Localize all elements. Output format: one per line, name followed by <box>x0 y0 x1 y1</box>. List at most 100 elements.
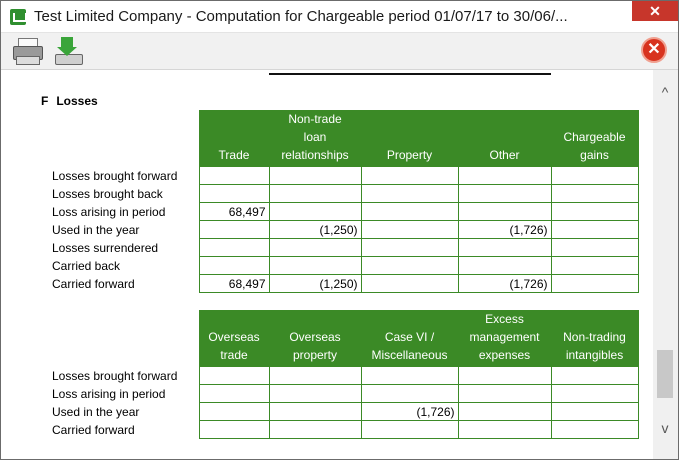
value-cell[interactable] <box>550 402 639 421</box>
window-title: Test Limited Company - Computation for C… <box>34 8 568 25</box>
value-cell[interactable] <box>550 184 639 203</box>
row-label: Used in the year <box>52 222 140 237</box>
row-label: Carried forward <box>52 422 135 437</box>
value-cell[interactable] <box>457 420 552 439</box>
value-cell[interactable]: (1,726) <box>360 402 459 421</box>
table-row: Used in the year (1,726) <box>52 402 639 421</box>
value-cell[interactable] <box>550 366 639 385</box>
value-cell[interactable] <box>360 166 459 185</box>
table-header-row: Trade Non-trade loan relationships Propert… <box>52 110 639 167</box>
value-cell[interactable] <box>198 166 270 185</box>
scroll-thumb[interactable] <box>657 350 673 398</box>
table-row: Carried back <box>52 256 639 275</box>
value-cell[interactable] <box>198 220 270 239</box>
exit-x-icon: ✕ <box>647 41 661 58</box>
scroll-up-icon[interactable]: ^ <box>661 84 669 100</box>
value-cell[interactable] <box>457 256 552 275</box>
header-blank <box>52 310 199 367</box>
value-cell[interactable] <box>268 366 362 385</box>
value-cell[interactable] <box>198 238 270 257</box>
value-cell[interactable]: 68,497 <box>198 202 270 221</box>
column-header: Property <box>360 110 459 167</box>
value-cell[interactable] <box>198 420 270 439</box>
scroll-down-icon[interactable]: v <box>661 420 669 436</box>
value-cell[interactable] <box>268 420 362 439</box>
column-header: Other <box>457 110 552 167</box>
value-cell[interactable] <box>550 420 639 439</box>
vertical-scrollbar[interactable]: ^ v <box>653 70 678 459</box>
row-label: Loss arising in period <box>52 386 166 401</box>
value-cell[interactable] <box>198 184 270 203</box>
value-cell[interactable] <box>268 202 362 221</box>
other-losses-table: Overseas trade Overseas property Case VI /… <box>52 310 639 439</box>
row-label: Carried forward <box>52 276 135 291</box>
value-cell[interactable] <box>457 238 552 257</box>
value-cell[interactable] <box>268 238 362 257</box>
value-cell[interactable] <box>457 184 552 203</box>
value-cell[interactable] <box>550 202 639 221</box>
value-cell[interactable]: (1,726) <box>457 274 552 293</box>
value-cell[interactable] <box>360 384 459 403</box>
column-header: Non-trade loan relationships <box>268 110 362 167</box>
value-cell[interactable] <box>457 384 552 403</box>
value-cell[interactable] <box>550 384 639 403</box>
value-cell[interactable] <box>457 202 552 221</box>
value-cell[interactable] <box>550 238 639 257</box>
export-button[interactable] <box>53 36 83 66</box>
value-cell[interactable] <box>360 184 459 203</box>
value-cell[interactable] <box>457 366 552 385</box>
value-cell[interactable] <box>550 166 639 185</box>
value-cell[interactable]: 68,497 <box>198 274 270 293</box>
value-cell[interactable] <box>198 384 270 403</box>
section-heading: F Losses <box>41 94 98 108</box>
row-label: Carried back <box>52 258 121 273</box>
row-label: Loss arising in period <box>52 204 166 219</box>
separator-line <box>269 73 551 75</box>
value-cell[interactable] <box>550 274 639 293</box>
table-row: Carried forward <box>52 420 639 439</box>
table-row: Losses surrendered <box>52 238 639 257</box>
print-button[interactable] <box>12 36 43 66</box>
table-row: Losses brought forward <box>52 166 639 185</box>
value-cell[interactable] <box>198 256 270 275</box>
app-icon <box>10 9 27 25</box>
title-bar[interactable]: Test Limited Company - Computation for C… <box>1 1 678 33</box>
section-letter: F <box>41 94 49 108</box>
computation-content: F Losses Trade Non-trade loan relationship… <box>1 70 653 459</box>
value-cell[interactable] <box>198 402 270 421</box>
value-cell[interactable] <box>268 166 362 185</box>
exit-button[interactable]: ✕ <box>641 37 667 63</box>
value-cell[interactable] <box>198 366 270 385</box>
value-cell[interactable] <box>268 256 362 275</box>
value-cell[interactable]: (1,250) <box>268 274 362 293</box>
value-cell[interactable] <box>360 256 459 275</box>
table-row: Losses brought forward <box>52 366 639 385</box>
column-header: Excess management expenses <box>457 310 552 367</box>
table-row: Used in the year (1,250) (1,726) <box>52 220 639 239</box>
window-close-button[interactable]: ✕ <box>632 1 678 21</box>
value-cell[interactable] <box>360 274 459 293</box>
value-cell[interactable]: (1,726) <box>457 220 552 239</box>
value-cell[interactable] <box>550 256 639 275</box>
value-cell[interactable] <box>360 220 459 239</box>
value-cell[interactable] <box>457 166 552 185</box>
value-cell[interactable] <box>360 420 459 439</box>
table-row: Loss arising in period <box>52 384 639 403</box>
column-header: Trade <box>198 110 270 167</box>
value-cell[interactable] <box>457 402 552 421</box>
value-cell[interactable] <box>550 220 639 239</box>
value-cell[interactable] <box>360 366 459 385</box>
value-cell[interactable] <box>268 384 362 403</box>
value-cell[interactable] <box>268 184 362 203</box>
row-label: Losses brought forward <box>52 368 178 383</box>
value-cell[interactable]: (1,250) <box>268 220 362 239</box>
value-cell[interactable] <box>268 402 362 421</box>
header-blank <box>52 110 199 167</box>
table-row: Losses brought back <box>52 184 639 203</box>
row-label: Losses brought back <box>52 186 163 201</box>
value-cell[interactable] <box>360 238 459 257</box>
column-header: Overseas trade <box>198 310 270 367</box>
table-row: Loss arising in period 68,497 <box>52 202 639 221</box>
value-cell[interactable] <box>360 202 459 221</box>
